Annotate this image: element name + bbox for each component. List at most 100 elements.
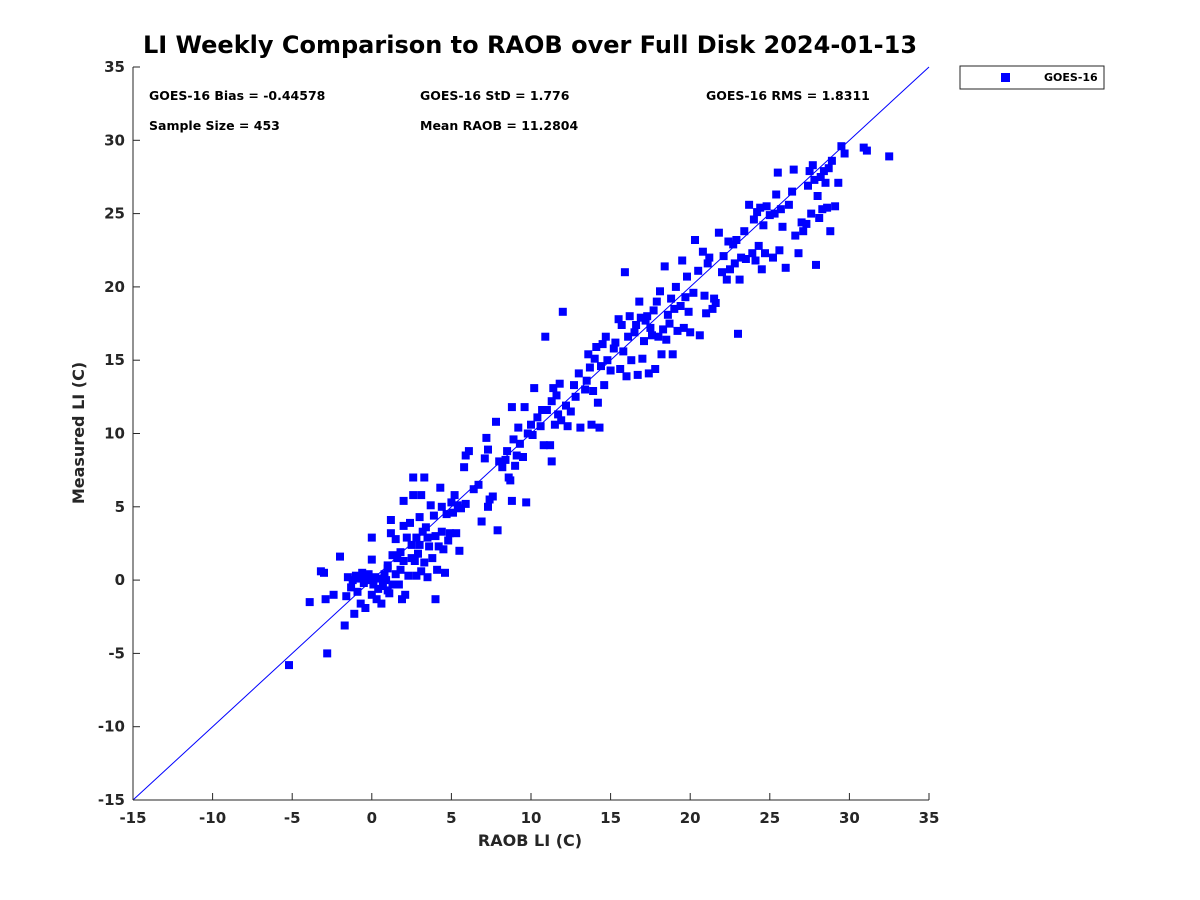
data-point (695, 331, 704, 340)
data-point (673, 326, 682, 335)
data-point (611, 338, 620, 347)
data-point (329, 590, 338, 599)
data-point (399, 557, 408, 565)
data-point (421, 523, 430, 532)
data-point (598, 340, 607, 349)
data-point (429, 511, 438, 520)
data-point (425, 542, 434, 551)
data-point (826, 227, 835, 236)
data-point (601, 332, 610, 341)
data-point (343, 573, 352, 582)
data-point (625, 312, 634, 321)
data-point (671, 282, 680, 291)
data-point (323, 649, 332, 658)
data-point (762, 202, 771, 211)
data-point (824, 164, 833, 173)
data-point (464, 447, 473, 456)
y-tick-label: -15 (98, 791, 125, 809)
data-point (452, 529, 461, 538)
data-point (342, 592, 351, 601)
data-point (423, 573, 432, 582)
data-point (498, 463, 507, 472)
data-point (426, 501, 435, 510)
stat-rms: GOES-16 RMS = 1.8311 (706, 88, 870, 103)
data-point (439, 545, 448, 554)
data-point (396, 548, 405, 557)
y-tick-label: 5 (115, 498, 125, 516)
data-point (644, 369, 653, 378)
stat-mean-raob: Mean RAOB = 11.2804 (420, 118, 578, 133)
data-point (592, 343, 601, 351)
legend-marker (1001, 73, 1010, 82)
y-axis-label: Measured LI (C) (69, 362, 88, 504)
data-point (751, 256, 760, 265)
data-point (566, 407, 575, 416)
data-point (797, 218, 806, 227)
data-point (547, 397, 556, 406)
data-point (563, 422, 572, 431)
data-point (511, 461, 520, 470)
data-point (710, 294, 719, 303)
data-point (815, 214, 824, 222)
data-point (380, 570, 389, 579)
data-point (619, 347, 628, 356)
data-point (557, 416, 566, 425)
data-point (585, 363, 594, 372)
data-point (700, 291, 709, 300)
data-point (660, 262, 669, 271)
data-point (646, 323, 655, 332)
y-tick-label: 20 (104, 278, 125, 296)
data-point (378, 582, 387, 590)
data-point (737, 253, 746, 262)
data-point (813, 192, 822, 200)
data-point (635, 297, 644, 306)
y-tick-label: 25 (104, 205, 125, 223)
data-point (581, 385, 590, 394)
data-point (533, 413, 542, 422)
data-point (528, 431, 537, 439)
data-point (620, 268, 629, 277)
data-point (754, 241, 763, 250)
y-tick-label: 15 (104, 351, 125, 369)
data-point (775, 246, 784, 255)
data-point (493, 526, 502, 535)
data-point (420, 473, 429, 482)
data-point (741, 255, 750, 263)
chart-title: LI Weekly Comparison to RAOB over Full D… (143, 31, 917, 59)
x-axis-label: RAOB LI (C) (478, 831, 582, 850)
data-point (587, 420, 596, 429)
data-point (632, 321, 641, 329)
data-point (617, 321, 626, 329)
data-point (702, 309, 711, 318)
data-point (570, 381, 578, 390)
x-tick-label: 20 (680, 809, 701, 827)
data-point (509, 435, 518, 444)
data-point (316, 567, 325, 576)
data-point (761, 249, 769, 258)
data-point (285, 661, 293, 670)
data-point (555, 379, 564, 388)
data-point (484, 445, 492, 454)
data-points (285, 142, 894, 670)
x-tick-label: -5 (284, 809, 301, 827)
data-point (507, 403, 516, 412)
data-point (474, 480, 483, 489)
data-point (770, 209, 779, 218)
data-point (584, 350, 593, 359)
data-point (394, 580, 403, 589)
data-point (417, 491, 426, 500)
data-point (417, 567, 426, 576)
data-point (546, 441, 555, 450)
data-point (506, 476, 515, 485)
data-point (431, 595, 440, 604)
data-point (353, 587, 362, 596)
data-point (404, 571, 413, 580)
data-point (552, 391, 561, 400)
data-point (663, 310, 672, 319)
data-point (321, 595, 330, 604)
x-tick-label: -10 (199, 809, 226, 827)
data-point (622, 372, 631, 381)
data-point (492, 417, 500, 426)
data-point (818, 205, 827, 214)
data-point (837, 142, 846, 151)
